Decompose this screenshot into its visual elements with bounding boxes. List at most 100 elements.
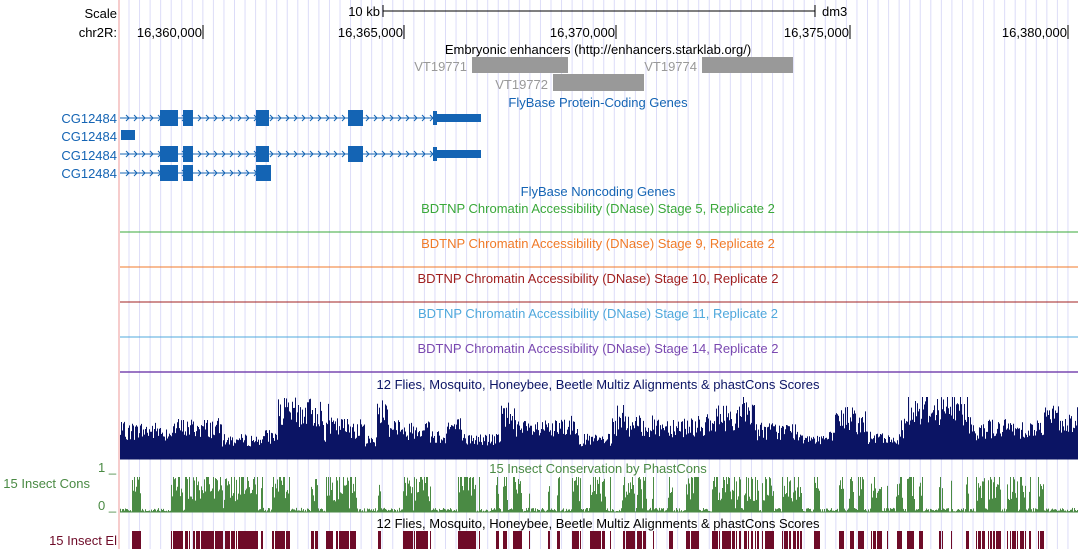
gene-label[interactable]: CG12484: [61, 129, 117, 144]
utr: [437, 150, 481, 158]
conserved-element: [244, 531, 245, 549]
elements-track-title: 12 Flies, Mosquito, Honeybee, Beetle Mul…: [377, 516, 820, 531]
enhancer-VT19772[interactable]: VT19772: [495, 74, 644, 92]
conserved-element: [406, 531, 407, 549]
conserved-element: [1012, 531, 1013, 549]
conserved-element: [782, 531, 783, 549]
conserved-element: [784, 531, 785, 549]
conserved-element: [630, 531, 631, 549]
conserved-element: [180, 531, 181, 549]
conserved-element: [341, 531, 342, 549]
conserved-element: [276, 531, 277, 549]
conserved-element: [897, 531, 898, 549]
conserved-element: [204, 531, 205, 549]
conserved-element: [247, 531, 248, 549]
conserved-element: [772, 531, 773, 549]
conserved-element: [687, 531, 688, 549]
gene-label[interactable]: CG12484: [61, 148, 117, 163]
strand-arrow: [341, 114, 346, 122]
strand-arrow: [149, 169, 154, 177]
conserved-element: [327, 531, 328, 549]
conserved-element: [653, 531, 654, 549]
conserved-element: [627, 531, 628, 549]
strand-arrow: [365, 150, 370, 158]
scale-bar: [382, 5, 816, 17]
exon: [183, 146, 193, 162]
conserved-element: [871, 531, 872, 549]
conserved-element: [246, 531, 247, 549]
conserved-element: [798, 531, 799, 549]
conserved-element: [1030, 531, 1031, 549]
conserved-element: [595, 531, 596, 549]
conserved-element: [280, 531, 281, 549]
conserved-element: [407, 531, 408, 549]
conserved-element: [976, 531, 977, 549]
conserved-element: [580, 531, 581, 549]
conserved-element: [133, 531, 134, 549]
strand-arrow: [405, 150, 410, 158]
conserved-element: [252, 531, 253, 549]
conserved-element: [725, 531, 726, 549]
conserved-element: [186, 531, 187, 549]
conserved-element: [913, 531, 914, 549]
conserved-element: [734, 531, 735, 549]
strand-arrow: [333, 150, 338, 158]
strand-arrow: [237, 169, 242, 177]
conserved-element: [640, 531, 641, 549]
conserved-element: [697, 531, 698, 549]
conserved-element: [858, 531, 859, 549]
conserved-element: [910, 531, 911, 549]
enhancer-VT19774[interactable]: VT19774: [644, 57, 793, 74]
enhancer-VT19771[interactable]: VT19771: [414, 57, 568, 74]
conserved-element: [315, 531, 316, 549]
conserved-element: [339, 531, 340, 549]
conserved-element: [920, 531, 921, 549]
strand-arrow: [237, 114, 242, 122]
conserved-element: [722, 531, 723, 549]
conserved-element: [765, 531, 766, 549]
conserved-element: [669, 531, 670, 549]
strand-arrow: [397, 150, 402, 158]
conserved-element: [350, 531, 351, 549]
scale-label: Scale: [84, 6, 117, 21]
strand-arrow: [197, 150, 202, 158]
conserved-element: [201, 531, 202, 549]
gene-label[interactable]: CG12484: [61, 111, 117, 126]
conserved-element: [982, 531, 983, 549]
conserved-element: [278, 531, 279, 549]
conserved-element: [983, 531, 984, 549]
conserved-element: [786, 531, 787, 549]
conserved-element: [421, 531, 422, 549]
conserved-element: [818, 531, 819, 549]
conserved-element: [978, 531, 979, 549]
strand-arrow: [301, 114, 306, 122]
strand-arrow: [149, 114, 154, 122]
conserved-element: [795, 531, 796, 549]
gene-label[interactable]: CG12484: [61, 166, 117, 181]
conserved-element: [694, 531, 695, 549]
conserved-element: [578, 531, 579, 549]
conserved-element: [468, 531, 469, 549]
conserved-element: [479, 531, 480, 549]
conserved-element: [132, 531, 133, 549]
strand-arrow: [413, 150, 418, 158]
elements-side-label[interactable]: 15 Insect El: [49, 533, 117, 548]
conserved-element: [898, 531, 899, 549]
exon: [256, 146, 269, 162]
conserved-element: [773, 531, 774, 549]
dnase-stage14-title: BDTNP Chromatin Accessibility (DNase) St…: [417, 341, 778, 356]
phastcons-side-label[interactable]: 15 Insect Cons: [3, 476, 90, 491]
gene-models[interactable]: [120, 110, 481, 181]
conserved-element: [696, 531, 697, 549]
conserved-element: [328, 531, 329, 549]
conserved-element: [574, 531, 575, 549]
conserved-element: [329, 531, 330, 549]
conserved-element: [1041, 531, 1042, 549]
conserved-element: [471, 531, 472, 549]
conserved-element: [877, 531, 878, 549]
conserved-element: [279, 531, 280, 549]
conserved-element: [232, 531, 233, 549]
conserved-element: [240, 531, 241, 549]
conserved-element: [1021, 531, 1022, 549]
